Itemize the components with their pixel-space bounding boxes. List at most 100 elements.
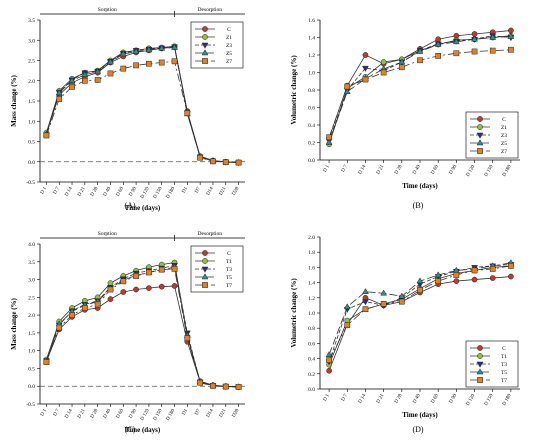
data-point xyxy=(344,322,351,329)
data-point xyxy=(235,384,242,390)
x-tick-label: D 60 xyxy=(431,393,441,404)
legend-label: Z1 xyxy=(226,35,232,41)
data-point xyxy=(362,306,369,313)
data-point xyxy=(43,132,50,139)
panel-caption: (D) xyxy=(412,425,423,434)
legend-box xyxy=(190,21,244,69)
x-tick-label: D 40 xyxy=(103,186,113,197)
y-tick-label: 1.0 xyxy=(28,119,35,125)
data-point xyxy=(146,60,152,67)
x-tick-label: D 7 xyxy=(341,164,349,173)
data-point xyxy=(489,275,496,281)
series-t7 xyxy=(326,263,514,363)
data-point xyxy=(94,68,102,75)
x-tick-label: D 40 xyxy=(103,408,113,419)
x-axis-title: Time (days) xyxy=(402,182,438,190)
series-z5 xyxy=(325,32,515,145)
legend-marker xyxy=(202,26,208,32)
x-tick-label: D21 xyxy=(219,186,228,196)
panel-caption: (B) xyxy=(413,201,424,210)
legend-label: T7 xyxy=(226,283,232,289)
x-tick-label: D 180 xyxy=(502,393,513,407)
x-tick-label: D 1 xyxy=(323,164,331,173)
series-t7 xyxy=(43,266,242,390)
series-z7 xyxy=(43,58,242,166)
data-point xyxy=(326,134,332,141)
x-tick-label: D 1 xyxy=(40,186,48,195)
legend: C T1 T3 T5 T7 xyxy=(465,340,519,388)
x-tick-label: D 120 xyxy=(466,393,477,407)
y-tick-label: 0.4 xyxy=(308,357,315,363)
x-tick-label: D 28 xyxy=(90,186,100,197)
data-point xyxy=(171,283,178,289)
x-tick-label: D 150 xyxy=(484,164,495,178)
x-tick-label: D14 xyxy=(206,408,215,418)
data-point xyxy=(489,33,497,40)
data-point xyxy=(398,292,406,299)
legend-marker xyxy=(202,58,208,64)
data-point xyxy=(508,263,514,269)
data-point xyxy=(325,138,333,145)
x-tick-label: D 90 xyxy=(129,408,139,419)
data-point xyxy=(119,50,127,57)
data-point xyxy=(508,46,514,53)
x-tick-label: D 7 xyxy=(341,393,349,402)
x-axis-title: Time (days) xyxy=(125,426,161,434)
data-point xyxy=(184,335,191,342)
y-tick-label: 1.8 xyxy=(308,250,315,256)
data-point xyxy=(508,273,514,280)
x-tick-label: D 28 xyxy=(394,164,404,175)
y-tick-label: 2.0 xyxy=(28,313,35,319)
x-tick-label: D 40 xyxy=(412,393,422,404)
data-point xyxy=(43,359,50,365)
series-z7 xyxy=(326,46,514,141)
data-point xyxy=(380,301,387,307)
x-tick-label: D14 xyxy=(206,186,215,196)
legend: C Z1 Z3 Z5 Z7 xyxy=(190,21,244,69)
x-tick-label: D 60 xyxy=(431,164,441,175)
series-line xyxy=(46,264,239,388)
series-line xyxy=(46,45,239,163)
data-point xyxy=(235,159,242,166)
legend-marker xyxy=(477,353,483,359)
data-point xyxy=(362,76,369,83)
x-tick-label: D 14 xyxy=(64,186,74,197)
y-tick-label: 0.5 xyxy=(28,140,35,146)
data-point xyxy=(362,288,369,294)
y-axis-title: Mass change (%) xyxy=(10,297,18,349)
x-tick-label: D 1 xyxy=(40,408,48,417)
chart-b: 0.0 0.2 0.4 0.6 0.8 1.0 1.2 1.4 1.6 D 1 D 7 D 14 D 2… xyxy=(290,18,520,210)
legend-box xyxy=(465,340,519,388)
x-tick-label: D21 xyxy=(219,408,228,418)
legend-label: Z5 xyxy=(226,51,232,57)
legend-label: T1 xyxy=(501,354,507,360)
y-tick-label: 1.0 xyxy=(28,349,35,355)
legend-marker xyxy=(476,132,484,139)
y-tick-label: 0.0 xyxy=(28,160,35,166)
data-point xyxy=(146,269,152,276)
legend-marker xyxy=(202,250,208,256)
data-point xyxy=(452,38,460,45)
data-point xyxy=(435,53,442,59)
data-point xyxy=(398,58,406,65)
data-point xyxy=(343,303,351,310)
legend-marker xyxy=(201,266,209,273)
data-point xyxy=(56,96,63,102)
data-point xyxy=(471,48,478,55)
data-point xyxy=(158,266,165,273)
y-tick-label: 1.5 xyxy=(28,99,35,105)
x-tick-label: D 21 xyxy=(77,186,87,197)
data-point xyxy=(81,77,88,84)
y-axis-title: Mass change (%) xyxy=(10,74,18,126)
data-point xyxy=(81,70,89,77)
x-tick-label: D1 xyxy=(182,186,190,194)
data-point xyxy=(326,357,332,363)
x-tick-label: D 180 xyxy=(502,164,513,178)
data-point xyxy=(210,383,216,389)
y-tick-label: 1.4 xyxy=(308,281,315,287)
data-point xyxy=(416,277,424,284)
data-point xyxy=(158,44,166,51)
legend-label: Z1 xyxy=(501,125,507,131)
y-tick-label: 1.0 xyxy=(308,71,315,77)
legend-label: Z5 xyxy=(501,141,507,147)
